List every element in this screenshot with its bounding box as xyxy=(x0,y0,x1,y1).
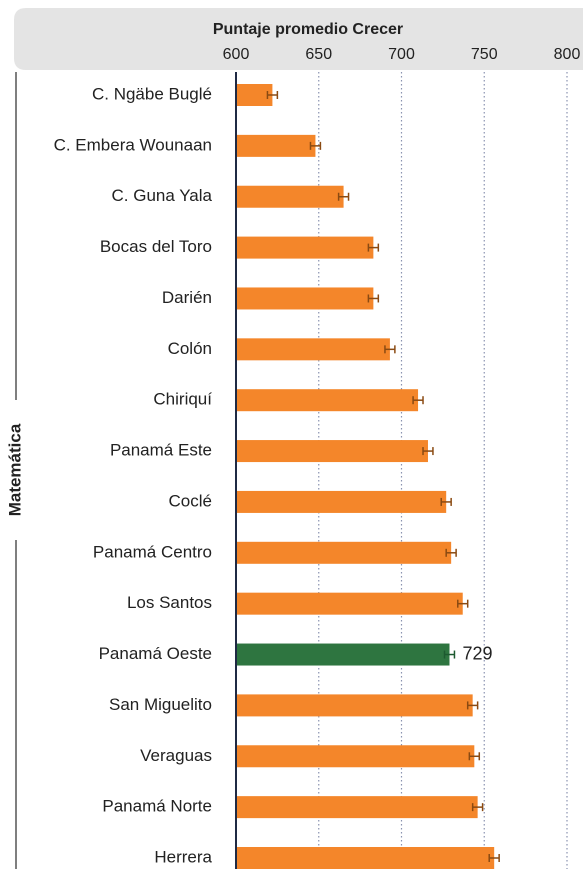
y-tick-label: Los Santos xyxy=(127,593,212,612)
y-tick-label: San Miguelito xyxy=(109,695,212,714)
y-tick-label: C. Ngäbe Buglé xyxy=(92,84,212,103)
y-tick-label: C. Embera Wounaan xyxy=(54,135,212,154)
y-tick-label: Bocas del Toro xyxy=(100,237,212,256)
error-bar xyxy=(266,91,279,99)
bar xyxy=(237,185,344,208)
bar xyxy=(237,134,316,157)
bar xyxy=(237,694,473,717)
x-tick-label: 700 xyxy=(388,46,415,63)
error-bar xyxy=(367,243,380,252)
x-tick-label: 600 xyxy=(223,46,250,63)
bar xyxy=(237,541,452,564)
bar xyxy=(237,287,374,310)
bar xyxy=(237,236,374,259)
error-bar xyxy=(422,447,434,456)
error-bar xyxy=(440,497,452,506)
error-bar xyxy=(367,294,380,303)
chart-title: Puntaje promedio Crecer xyxy=(213,21,403,38)
error-bar xyxy=(412,396,424,405)
y-tick-label: Panamá Este xyxy=(110,441,212,460)
error-bar xyxy=(445,548,457,557)
bar xyxy=(237,490,447,513)
bar xyxy=(237,389,419,412)
header-band xyxy=(14,8,583,70)
x-tick-label: 800 xyxy=(554,46,581,63)
error-bar xyxy=(471,803,484,812)
y-tick-label: Coclé xyxy=(169,491,212,510)
error-bar xyxy=(443,650,456,659)
x-tick-label: 650 xyxy=(305,46,332,63)
bar xyxy=(237,643,450,666)
y-tick-label: Panamá Oeste xyxy=(99,644,212,663)
y-tick-label: Panamá Norte xyxy=(102,797,212,816)
y-tick-label: C. Guna Yala xyxy=(112,186,213,205)
y-tick-label: Panamá Centro xyxy=(93,542,212,561)
bar xyxy=(237,796,478,819)
error-bar xyxy=(384,345,396,354)
y-tick-label: Chiriquí xyxy=(153,390,212,409)
y-axis-label: Matemática xyxy=(5,423,24,516)
error-bar xyxy=(468,752,481,761)
error-bar xyxy=(488,854,500,862)
error-bar xyxy=(309,141,322,150)
error-bar xyxy=(466,701,479,710)
bar xyxy=(237,338,390,361)
error-bar xyxy=(337,192,350,201)
y-tick-label: Herrera xyxy=(154,847,212,866)
bar xyxy=(237,592,463,615)
y-tick-label: Colón xyxy=(168,339,212,358)
bar xyxy=(237,84,273,106)
error-bar xyxy=(457,599,469,608)
y-tick-label: Darién xyxy=(162,288,212,307)
value-label: 729 xyxy=(462,643,492,663)
y-tick-label: Veraguas xyxy=(140,746,212,765)
bar xyxy=(237,847,495,869)
bar xyxy=(237,440,428,463)
x-tick-label: 750 xyxy=(471,46,498,63)
bar xyxy=(237,745,475,768)
